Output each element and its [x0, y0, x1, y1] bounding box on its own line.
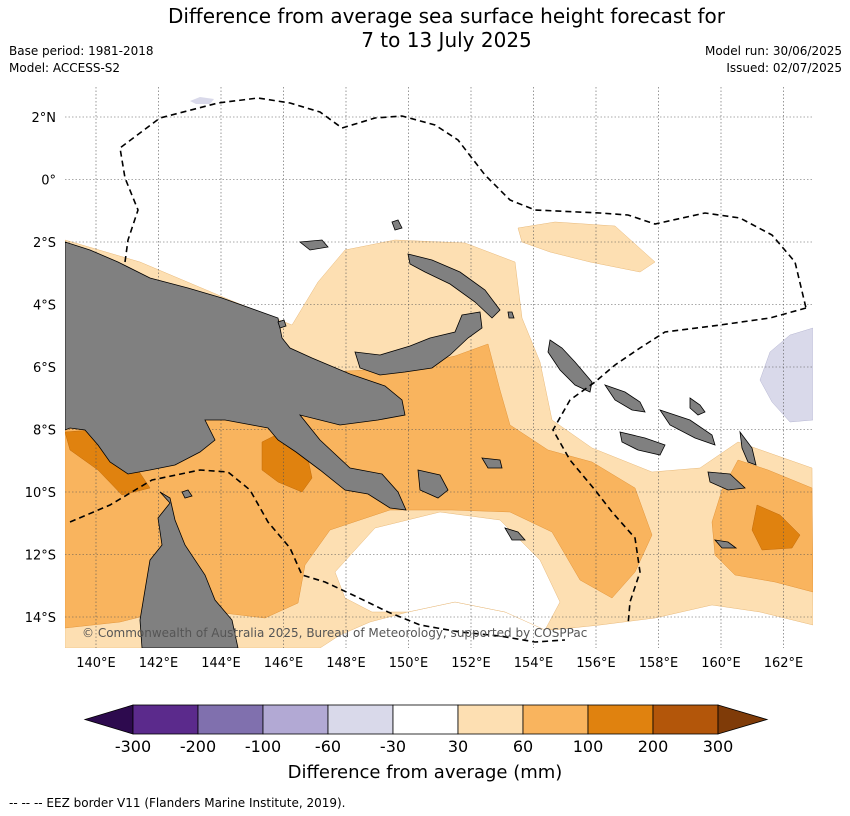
lat-label: 8°S: [33, 424, 56, 439]
anomaly-30-60-east: [517, 221, 656, 273]
lon-label: 154°E: [514, 656, 554, 671]
colorbar-segment: [522, 704, 589, 735]
land-australia: [139, 491, 239, 648]
lon-label: 142°E: [139, 656, 179, 671]
lon-label: 146°E: [264, 656, 304, 671]
land-malaita: [689, 397, 706, 416]
colorbar-tick-label: -60: [315, 737, 341, 756]
land-bougainville: [547, 339, 593, 393]
lat-label: 10°S: [25, 486, 56, 501]
map-title: Difference from average sea surface heig…: [0, 4, 850, 52]
colorbar-label: Difference from average (mm): [288, 762, 563, 783]
land-makira: [707, 471, 746, 491]
lat-label: 14°S: [25, 611, 56, 626]
colorbar-tick-label: -30: [380, 737, 406, 756]
model-name: Model: ACCESS-S2: [9, 61, 121, 75]
colorbar-over-arrow: [717, 704, 769, 735]
land-daru: [181, 489, 193, 499]
colorbar-segment: [392, 704, 459, 735]
land-new-ireland: [407, 253, 501, 319]
model-run: Model run: 30/06/2025: [704, 44, 842, 58]
colorbar-tick-label: -200: [180, 737, 216, 756]
lat-labels: 2°N 0° 2°S 4°S 6°S 8°S 10°S 12°S 14°S: [25, 111, 56, 626]
anomaly-neutral-south: [334, 511, 561, 631]
lat-label: 2°N: [32, 111, 57, 126]
colorbar-segment: [262, 704, 329, 735]
lat-label: 6°S: [33, 361, 56, 376]
lon-labels: 140°E 142°E 144°E 146°E 148°E 150°E 152°E 154°E…: [76, 656, 803, 671]
colorbar-segment: [457, 704, 524, 735]
land-trobriand: [481, 457, 503, 469]
meta-right: Model run: 30/06/2025 Issued: 02/07/2025: [705, 43, 842, 77]
lon-label: 156°E: [576, 656, 616, 671]
land-rossel: [504, 527, 526, 541]
eez-border-east: [552, 307, 807, 626]
lat-label: 0°: [41, 174, 56, 189]
land-small-islet-2: [391, 219, 403, 231]
land-small-islet-3: [507, 311, 515, 319]
base-period: Base period: 1981-2018: [9, 44, 154, 58]
lon-label: 152°E: [451, 656, 491, 671]
title-line-1: Difference from average sea surface heig…: [167, 4, 726, 28]
land-small-islet-1: [277, 319, 287, 329]
anomaly-neg30-neg60: [759, 327, 813, 423]
colorbar-segment: [652, 704, 719, 735]
colorbar: [83, 704, 769, 735]
land-vanuatu: [739, 430, 757, 466]
title-line-2: 7 to 13 July 2025: [361, 28, 532, 52]
lon-label: 158°E: [639, 656, 679, 671]
colorbar-under-arrow: [83, 704, 134, 735]
colorbar-segment: [327, 704, 394, 735]
anomaly-100-200-east: [751, 504, 801, 551]
land-fergusson: [417, 469, 449, 499]
land-santa-isabel: [659, 409, 716, 446]
lat-label: 2°S: [33, 236, 56, 251]
lon-label: 140°E: [76, 656, 116, 671]
land-choiseul: [604, 384, 646, 413]
copyright-note: © Commonwealth of Australia 2025, Bureau…: [82, 626, 587, 640]
colorbar-tick-label: -300: [115, 737, 151, 756]
land-new-britain: [354, 311, 483, 376]
colorbar-tick-label: 200: [638, 737, 669, 756]
lat-label: 4°S: [33, 299, 56, 314]
lat-label: 12°S: [25, 549, 56, 564]
footnote: -- -- -- EEZ border V11 (Flanders Marine…: [9, 796, 346, 810]
colorbar-ticks: -300 -200 -100 -60 -30 30 60 100 200 300: [115, 737, 733, 756]
land-guadalcanal: [619, 431, 666, 456]
lon-label: 148°E: [326, 656, 366, 671]
eez-border-north: [119, 97, 807, 309]
colorbar-segment: [132, 704, 199, 735]
colorbar-segment: [197, 704, 264, 735]
colorbar-segment: [587, 704, 654, 735]
lon-label: 162°E: [764, 656, 804, 671]
eez-borders: [69, 97, 807, 643]
colorbar-tick-label: 60: [513, 737, 533, 756]
colorbar-tick-label: 30: [448, 737, 468, 756]
colorbar-tick-label: 100: [573, 737, 604, 756]
lon-label: 160°E: [701, 656, 741, 671]
eez-border-south: [69, 469, 566, 643]
lon-label: 144°E: [201, 656, 241, 671]
issued-date: Issued: 02/07/2025: [726, 61, 842, 75]
land: [65, 219, 757, 648]
land-new-guinea: [65, 241, 407, 511]
land-rennell: [713, 539, 738, 549]
map-area: [65, 87, 813, 648]
meta-left: Base period: 1981-2018 Model: ACCESS-S2: [9, 43, 154, 77]
lon-label: 150°E: [389, 656, 429, 671]
anomaly-neg30-north: [190, 97, 214, 104]
colorbar-tick-label: 300: [703, 737, 734, 756]
land-manus: [298, 239, 329, 251]
colorbar-tick-label: -100: [245, 737, 281, 756]
